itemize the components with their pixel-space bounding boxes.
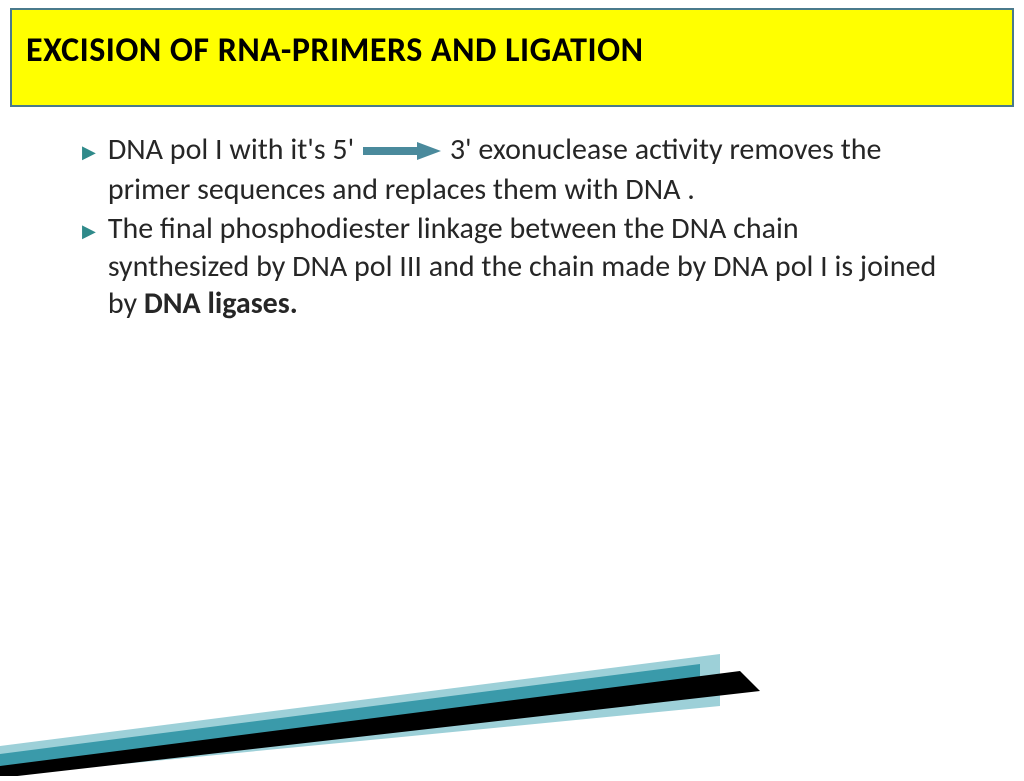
bullet-text-bold: DNA ligases. xyxy=(144,285,298,322)
content-area: ▶ DNA pol I with it's 5' 3' exonuclease … xyxy=(0,107,1024,323)
bullet-text: The final phosphodiester linkage between… xyxy=(108,210,944,323)
bullet-marker-icon: ▶ xyxy=(82,141,96,163)
bullet-item: ▶ DNA pol I with it's 5' 3' exonuclease … xyxy=(82,131,944,208)
bullet-text-segment: DNA pol I with it's 5' xyxy=(108,131,354,168)
bullet-text: DNA pol I with it's 5' 3' exonuclease ac… xyxy=(108,131,944,208)
bullet-marker-icon: ▶ xyxy=(82,220,96,242)
bullet-item: ▶ The final phosphodiester linkage betwe… xyxy=(82,210,944,323)
arrow-right-icon xyxy=(363,133,441,171)
slide-decoration xyxy=(0,636,1024,776)
title-bar: EXCISION OF RNA-PRIMERS AND LIGATION xyxy=(10,8,1014,107)
slide-title: EXCISION OF RNA-PRIMERS AND LIGATION xyxy=(26,30,998,71)
